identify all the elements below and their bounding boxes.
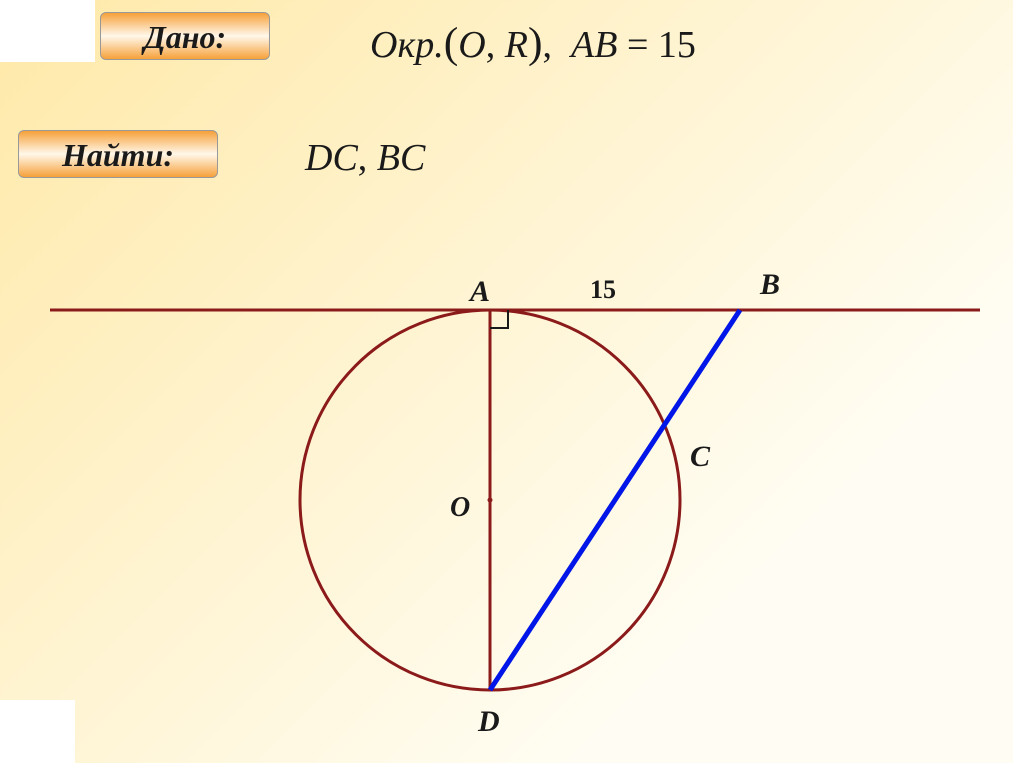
point-label-C: C: [690, 440, 710, 474]
geometry-diagram: [0, 0, 1013, 763]
right-angle-marker: [490, 310, 508, 328]
length-label-15: 15: [590, 275, 616, 305]
point-label-O: O: [450, 492, 470, 524]
center-dot: [488, 498, 493, 503]
point-label-A: A: [470, 275, 490, 309]
point-label-B: B: [760, 268, 780, 302]
secant-BD: [490, 310, 740, 690]
point-label-D: D: [478, 705, 500, 739]
